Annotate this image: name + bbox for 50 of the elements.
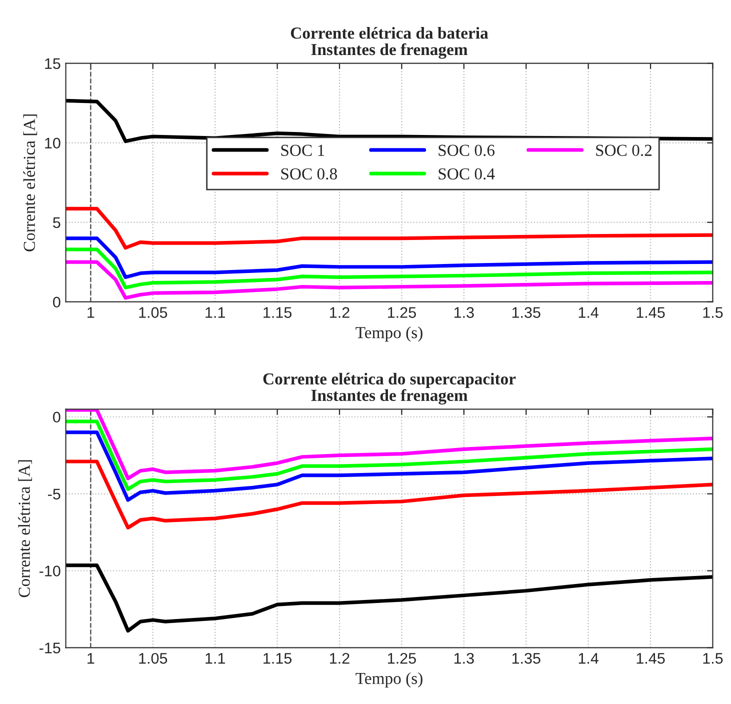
x-tick-label: 1.35 xyxy=(512,307,540,318)
x-tick-label: 1.3 xyxy=(454,307,474,318)
x-tick-label: 1.2 xyxy=(330,307,350,318)
line-series xyxy=(66,236,713,280)
x-tick-label: 1.5 xyxy=(703,307,723,318)
x-tick-label: 1.05 xyxy=(139,652,168,664)
y-tick-label: -15 xyxy=(40,642,60,654)
x-tick-label: 1.45 xyxy=(636,653,665,664)
line-series xyxy=(66,430,713,502)
chart-subtitle: Instantes de frenagem xyxy=(311,389,468,405)
x-tick-label: 1.25 xyxy=(388,652,416,664)
y-tick-label: -5 xyxy=(48,488,60,500)
x-tick-label: 1.45 xyxy=(636,307,665,318)
legend-label: SOC 0.8 xyxy=(281,168,337,180)
x-tick-label: 1 xyxy=(88,307,94,318)
y-tick-label: -10 xyxy=(40,566,60,576)
x-tick-label: 1.1 xyxy=(206,307,225,318)
y-axis-title: Corrente elétrica [A] xyxy=(23,114,38,252)
x-tick-label: 1.1 xyxy=(206,653,225,664)
y-axis-title: Corrente elétrica [A] xyxy=(18,460,32,598)
legend-label: SOC 0.2 xyxy=(596,144,652,156)
y-tick-label: 0 xyxy=(53,412,60,423)
x-axis-title: Tempo (s) xyxy=(356,326,422,342)
legend-label: SOC 0.6 xyxy=(438,144,495,156)
x-tick-label: 1.15 xyxy=(264,653,292,664)
chart-subtitle: Instantes de frenagem xyxy=(311,43,468,59)
line-series xyxy=(66,206,713,250)
legend-label: SOC 1 xyxy=(281,144,324,156)
x-axis-title: Tempo (s) xyxy=(356,672,422,688)
x-tick-label: 1.05 xyxy=(139,307,168,318)
x-tick-label: 1.15 xyxy=(264,307,292,318)
x-tick-label: 1.25 xyxy=(388,307,416,318)
x-tick-label: 1.4 xyxy=(578,307,598,318)
x-tick-label: 1.35 xyxy=(512,652,540,664)
y-tick-label: 5 xyxy=(53,217,60,228)
y-tick-label: 0 xyxy=(53,296,60,308)
line-series xyxy=(66,248,713,290)
x-tick-label: 1.5 xyxy=(703,653,723,664)
line-series xyxy=(66,564,713,633)
y-tick-label: 10 xyxy=(45,138,60,149)
x-tick-label: 1.4 xyxy=(578,653,598,664)
x-tick-label: 1.3 xyxy=(454,652,474,664)
x-tick-label: 1 xyxy=(88,653,94,664)
line-series xyxy=(66,460,713,530)
line-series xyxy=(66,420,713,491)
chart-title: Corrente elétrica do supercapacitor xyxy=(263,372,516,388)
y-tick-label: 15 xyxy=(45,58,60,70)
legend-label: SOC 0.4 xyxy=(438,168,495,180)
x-tick-label: 1.2 xyxy=(330,652,350,664)
chart-title: Corrente elétrica da bateria xyxy=(290,26,488,39)
